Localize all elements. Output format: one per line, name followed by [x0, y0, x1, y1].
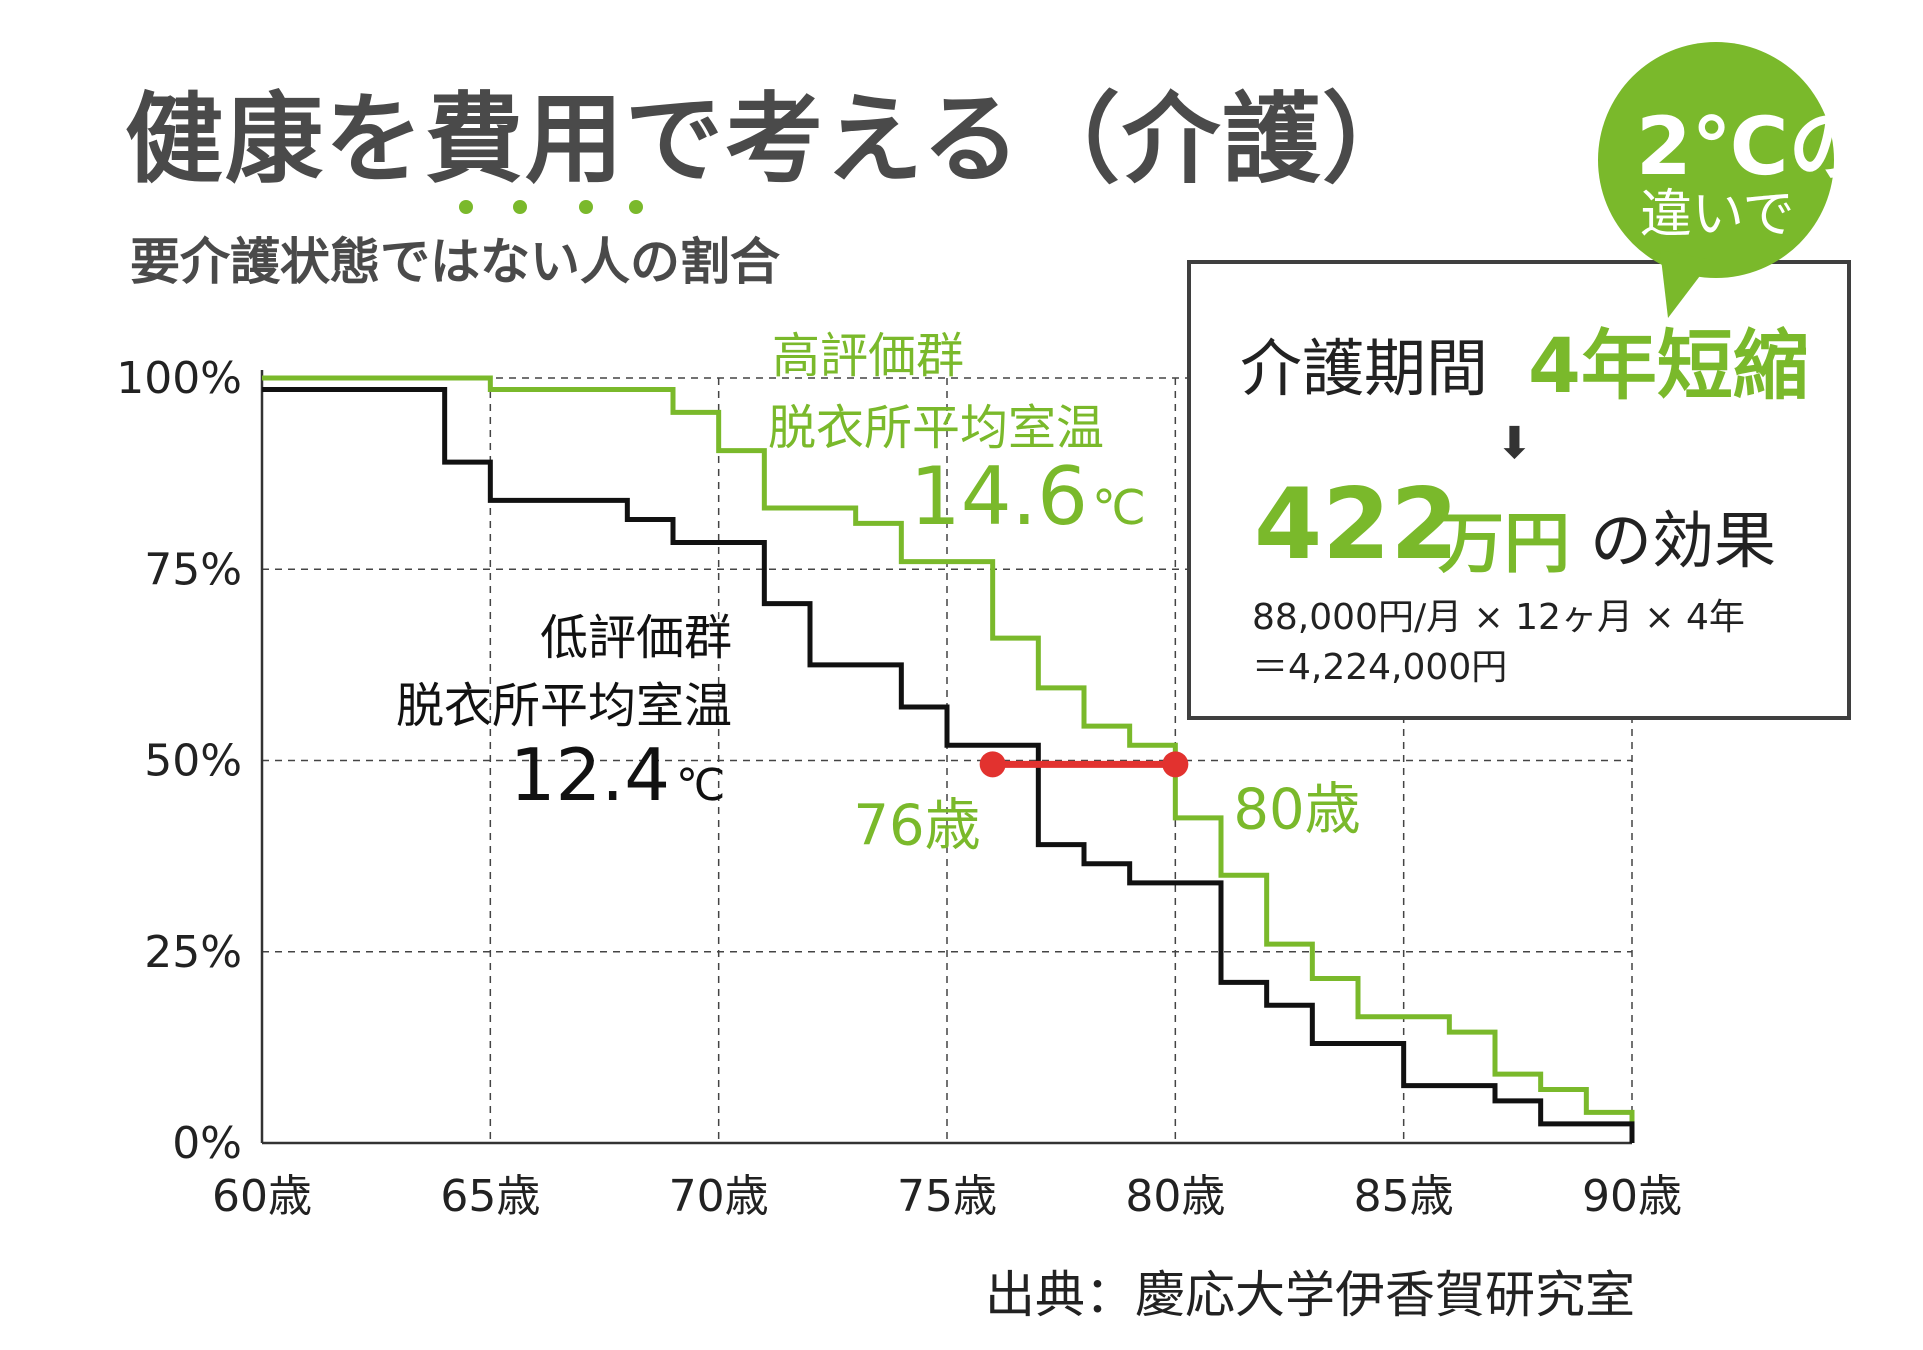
bubble-text: 2℃の	[1636, 100, 1869, 193]
down-arrow-icon: ⬇	[1496, 418, 1533, 469]
effect-label: の効果	[1590, 504, 1777, 577]
gap-point-end	[1162, 751, 1189, 778]
series-label-high: 脱衣所平均室温	[768, 400, 1104, 456]
callout-box	[1187, 260, 1851, 720]
gap-start-label: 76歳	[853, 793, 980, 858]
chart-subtitle: 要介護状態ではない人の割合	[130, 233, 780, 291]
source-credit: 出典：慶応大学伊香賀研究室	[985, 1266, 1635, 1324]
care-period-label: 介護期間	[1240, 332, 1489, 405]
y-tick-label: 25%	[144, 927, 242, 978]
y-tick-label: 100%	[116, 353, 242, 404]
formula-line: 88,000円/月 × 12ヶ月 × 4年	[1252, 597, 1745, 638]
emphasis-dot	[459, 200, 473, 214]
gap-point-start	[979, 751, 1006, 778]
x-tick-label: 65歳	[440, 1171, 540, 1222]
effect-amount: 422	[1254, 468, 1459, 582]
emphasis-dot	[513, 200, 527, 214]
effect-unit: 万円	[1438, 505, 1570, 582]
emphasis-dot	[629, 200, 643, 214]
series-line-low	[262, 386, 1635, 1143]
x-tick-label: 80歳	[1125, 1171, 1225, 1222]
series-temp-low: 12.4	[510, 733, 670, 817]
series-label-high: 高評価群	[772, 328, 964, 384]
series-temp-unit-low: ℃	[676, 760, 725, 811]
series-label-low: 脱衣所平均室温	[396, 678, 732, 734]
y-tick-label: 0%	[172, 1118, 242, 1169]
x-tick-label: 70歳	[669, 1171, 769, 1222]
care-period-highlight: 4年短縮	[1528, 321, 1809, 410]
series-temp-high: 14.6	[910, 450, 1088, 543]
bubble-text: 違いで	[1640, 185, 1795, 245]
x-tick-label: 75歳	[897, 1171, 997, 1222]
x-tick-label: 85歳	[1354, 1171, 1454, 1222]
formula-result: ＝4,224,000円	[1252, 647, 1508, 688]
y-tick-label: 50%	[144, 736, 242, 787]
series-temp-unit-high: ℃	[1092, 480, 1146, 536]
y-tick-label: 75%	[144, 544, 242, 595]
gap-end-label: 80歳	[1233, 777, 1360, 842]
series-line-high	[262, 375, 1635, 1143]
x-tick-label: 60歳	[212, 1171, 312, 1222]
x-tick-label: 90歳	[1582, 1171, 1682, 1222]
series-label-low: 低評価群	[540, 610, 732, 666]
page-title: 健康を費用で考える（介護）	[125, 83, 1423, 197]
emphasis-dot	[579, 200, 593, 214]
